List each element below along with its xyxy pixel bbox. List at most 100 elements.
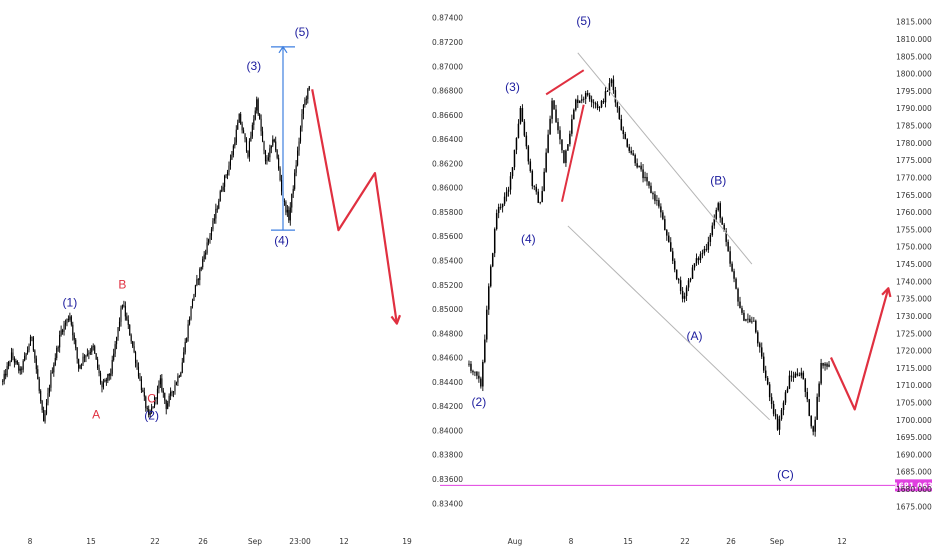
candle-body <box>488 286 490 310</box>
x-tick-label: Sep <box>248 537 262 546</box>
candle-body <box>212 220 214 230</box>
candle-body <box>598 107 601 109</box>
candle-body <box>43 410 45 422</box>
candle-body <box>15 360 17 363</box>
y-tick-label: 0.84800 <box>432 329 463 338</box>
y-tick-label: 0.84000 <box>432 426 463 435</box>
candle-body <box>292 188 294 194</box>
candle-body <box>509 176 512 190</box>
candle-body <box>584 93 587 99</box>
candle-body <box>733 271 735 279</box>
candle-body <box>582 98 585 100</box>
y-tick-label: 1770.000 <box>896 173 932 182</box>
candle-body <box>137 366 140 377</box>
candle-body <box>130 335 132 342</box>
candle-body <box>493 229 496 254</box>
y-tick-label: 1785.000 <box>896 122 932 131</box>
candle-body <box>618 107 621 120</box>
candle-body <box>761 347 763 357</box>
candle-body <box>822 363 824 366</box>
candle-body <box>691 267 694 279</box>
candle-body <box>288 209 290 221</box>
candle-body <box>19 368 21 371</box>
candle-body <box>642 169 644 179</box>
candle-body <box>70 316 72 325</box>
candle-body <box>145 396 147 409</box>
y-tick-label: 0.84200 <box>432 402 463 411</box>
measure-arrow <box>278 45 288 54</box>
candle-body <box>685 287 688 297</box>
x-tick-label: 15 <box>86 537 96 546</box>
candle-body <box>276 150 278 158</box>
candle-body <box>780 410 783 420</box>
candle-body <box>99 373 102 383</box>
candle-body <box>108 373 110 376</box>
candle-body <box>171 391 173 393</box>
candle-body <box>737 288 739 302</box>
candle-body <box>717 203 719 211</box>
x-tick-label: 12 <box>339 537 349 546</box>
candle-body <box>6 366 8 376</box>
x-tick-label: 22 <box>150 537 160 546</box>
candle-body <box>107 373 109 381</box>
candle-body <box>792 376 795 378</box>
candle-body <box>604 91 607 103</box>
candle-body <box>151 407 153 413</box>
candle-body <box>656 200 658 201</box>
candle-body <box>788 375 791 389</box>
candle-body <box>222 186 224 191</box>
candle-body <box>172 391 175 393</box>
candle-body <box>79 365 81 369</box>
candle-body <box>513 149 516 168</box>
y-tick-label: 1710.000 <box>896 381 932 390</box>
candle-body <box>486 309 488 340</box>
candle-body <box>735 278 737 289</box>
candle-body <box>140 379 142 390</box>
candle-body <box>44 413 46 422</box>
candle-body <box>828 364 830 367</box>
candle-body <box>187 324 189 339</box>
candle-body <box>250 136 252 142</box>
candle-body <box>159 378 161 385</box>
candle-body <box>739 301 741 309</box>
y-tick-label: 0.87200 <box>432 38 463 47</box>
candle-body <box>533 186 536 187</box>
candle-body <box>626 139 628 147</box>
candle-body <box>97 359 99 368</box>
candle-body <box>798 375 801 377</box>
candle-body <box>243 130 245 134</box>
projection-path <box>311 89 398 324</box>
candle-body <box>76 347 78 359</box>
candle-body <box>810 415 812 427</box>
candle-body <box>286 209 288 213</box>
candle-body <box>285 201 287 213</box>
candle-body <box>784 392 787 403</box>
candle-body <box>596 104 599 109</box>
wave-label: (A) <box>686 329 702 343</box>
x-tick-label: Aug <box>508 537 523 546</box>
candle-body <box>818 383 820 397</box>
candle-body <box>24 356 26 361</box>
candle-body <box>218 201 220 209</box>
candle-body <box>689 278 692 281</box>
candle-body <box>224 175 226 187</box>
candle-body <box>762 356 765 371</box>
candle-body <box>116 337 118 345</box>
y-tick-label: 1750.000 <box>896 243 932 252</box>
candle-body <box>295 165 297 173</box>
candle-body <box>816 396 818 420</box>
candle-body <box>129 324 131 336</box>
candle-body <box>640 165 642 170</box>
candle-body <box>766 377 769 385</box>
candle-body <box>197 279 199 281</box>
candle-body <box>480 378 482 387</box>
candle-body <box>235 129 237 143</box>
wave-label: B <box>118 277 126 291</box>
y-tick-label: 1715.000 <box>896 364 932 373</box>
candle-body <box>56 347 58 358</box>
candle-body <box>478 375 480 379</box>
y-tick-label: 0.83400 <box>432 499 463 508</box>
candle-body <box>156 388 159 400</box>
candle-body <box>616 102 619 108</box>
candle-body <box>723 224 725 232</box>
